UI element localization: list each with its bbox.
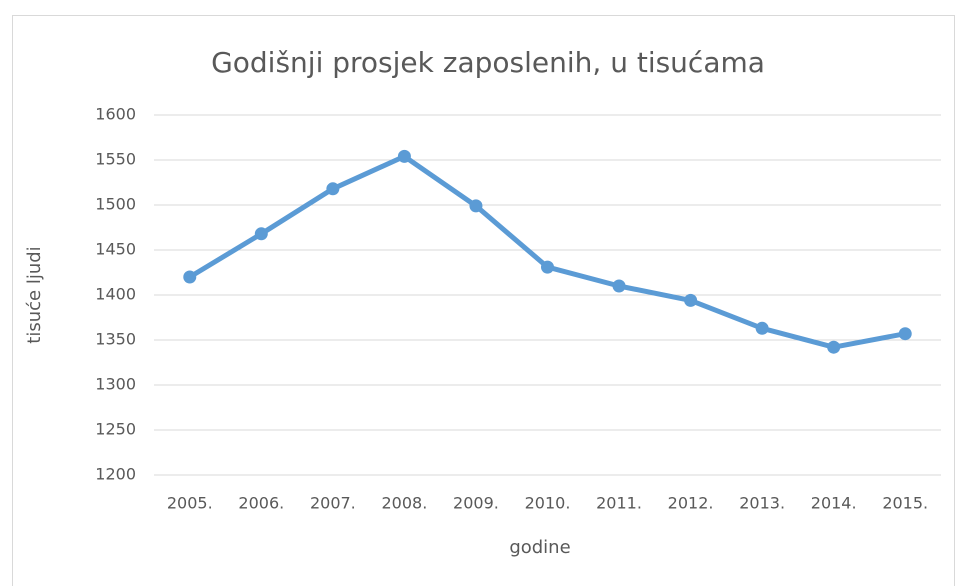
marker bbox=[684, 293, 698, 307]
y-tick-label: 1200 bbox=[95, 465, 136, 484]
y-tick-label: 1600 bbox=[95, 105, 136, 124]
x-tick-label: 2010. bbox=[525, 494, 571, 513]
x-tick-label: 2014. bbox=[811, 494, 857, 513]
y-tick-label: 1350 bbox=[95, 330, 136, 349]
x-tick-label: 2013. bbox=[739, 494, 785, 513]
x-tick-label: 2009. bbox=[453, 494, 499, 513]
y-tick-label: 1500 bbox=[95, 195, 136, 214]
x-tick-label: 2012. bbox=[668, 494, 714, 513]
x-tick-label: 2011. bbox=[596, 494, 642, 513]
marker bbox=[183, 270, 197, 284]
marker bbox=[541, 260, 554, 274]
marker bbox=[898, 327, 912, 341]
y-tick-label: 1400 bbox=[95, 285, 136, 304]
x-tick-label: 2007. bbox=[310, 494, 356, 513]
y-tick-label: 1250 bbox=[95, 420, 136, 439]
marker bbox=[326, 182, 340, 196]
marker bbox=[612, 279, 626, 293]
marker bbox=[755, 321, 769, 335]
x-axis-label: godine bbox=[509, 537, 570, 558]
marker bbox=[827, 340, 841, 354]
x-tick-label: 2006. bbox=[238, 494, 284, 513]
x-tick-label: 2008. bbox=[382, 494, 428, 513]
x-tick-label: 2005. bbox=[167, 494, 213, 513]
x-tick-label: 2015. bbox=[882, 494, 928, 513]
marker bbox=[254, 227, 268, 241]
y-tick-label: 1450 bbox=[95, 240, 136, 259]
marker bbox=[469, 199, 483, 213]
y-axis-label: tisuće ljudi bbox=[24, 246, 45, 343]
chart-frame bbox=[12, 15, 955, 586]
marker bbox=[397, 149, 411, 163]
y-tick-label: 1300 bbox=[95, 375, 136, 394]
chart-title: Godišnji prosjek zaposlenih, u tisućama bbox=[211, 46, 765, 79]
y-tick-label: 1550 bbox=[95, 150, 136, 169]
